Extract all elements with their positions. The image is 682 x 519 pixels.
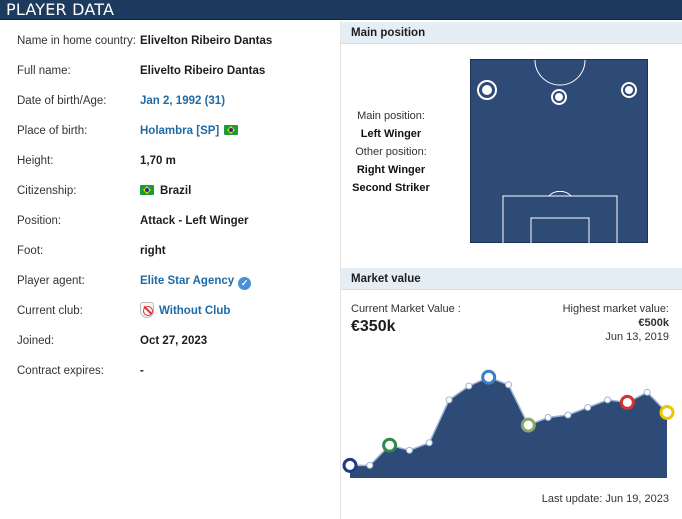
info-label: Joined: bbox=[17, 335, 55, 347]
info-value: Attack - Left Winger bbox=[140, 206, 249, 236]
info-label: Place of birth: bbox=[17, 125, 88, 137]
info-row: Height: 1,70 m bbox=[0, 146, 340, 176]
info-value: Elivelto Ribeiro Dantas bbox=[140, 56, 265, 86]
info-row: Player agent: Elite Star Agency ✓ bbox=[0, 266, 340, 296]
other-position-value: Right Winger bbox=[356, 164, 426, 176]
market-value-area bbox=[350, 377, 667, 478]
no-club-icon bbox=[140, 302, 154, 318]
info-row: Name in home country: Elivelton Ribeiro D… bbox=[0, 26, 340, 56]
club-crest-marker[interactable] bbox=[659, 404, 675, 420]
club-crest-marker[interactable] bbox=[481, 369, 497, 385]
other-position-label: Other position: bbox=[355, 146, 427, 158]
info-value-text: Brazil bbox=[160, 185, 192, 197]
main-position-heading: Main position bbox=[351, 27, 426, 39]
info-value-text[interactable]: Holambra [SP] bbox=[140, 125, 220, 137]
data-point[interactable] bbox=[604, 396, 612, 404]
info-row: Place of birth: Holambra [SP] bbox=[0, 116, 340, 146]
position-marker-right-winger bbox=[621, 82, 637, 98]
info-value-text: - bbox=[140, 365, 144, 377]
last-update: Last update: Jun 19, 2023 bbox=[541, 493, 669, 505]
position-marker-second-striker bbox=[551, 89, 567, 105]
info-label: Name in home country: bbox=[17, 35, 136, 47]
info-value: Elivelton Ribeiro Dantas bbox=[140, 26, 272, 56]
info-row: Current club: Without Club bbox=[0, 296, 340, 326]
data-point[interactable] bbox=[465, 382, 473, 390]
player-data-list: Name in home country: Elivelton Ribeiro D… bbox=[0, 21, 340, 519]
info-row: Joined: Oct 27, 2023 bbox=[0, 326, 340, 356]
info-label: Player agent: bbox=[17, 275, 85, 287]
highest-value-date: Jun 13, 2019 bbox=[605, 331, 669, 343]
info-row: Contract expires: - bbox=[0, 356, 340, 386]
info-value-text[interactable]: Without Club bbox=[159, 305, 231, 317]
data-point[interactable] bbox=[544, 414, 552, 422]
info-label: Foot: bbox=[17, 245, 44, 257]
info-value: right bbox=[140, 236, 166, 266]
club-crest-marker[interactable] bbox=[619, 394, 635, 410]
info-row: Position: Attack - Left Winger bbox=[0, 206, 340, 236]
data-point[interactable] bbox=[564, 411, 572, 419]
info-label: Contract expires: bbox=[17, 365, 104, 377]
club-crest-marker[interactable] bbox=[342, 457, 358, 473]
info-label: Position: bbox=[17, 215, 62, 227]
position-marker-left-winger bbox=[477, 80, 497, 100]
info-value: Brazil bbox=[140, 176, 191, 206]
data-point[interactable] bbox=[405, 446, 413, 454]
current-value: €350k bbox=[351, 318, 396, 335]
info-row: Foot: right bbox=[0, 236, 340, 266]
info-value: 1,70 m bbox=[140, 146, 176, 176]
main-position-value: Left Winger bbox=[360, 128, 422, 140]
data-point[interactable] bbox=[584, 403, 592, 411]
data-point[interactable] bbox=[425, 439, 433, 447]
section-header: PLAYER DATA bbox=[0, 0, 682, 20]
highest-value-label: Highest market value: bbox=[562, 303, 669, 315]
info-value[interactable]: Holambra [SP] bbox=[140, 116, 239, 146]
info-value-text: Attack - Left Winger bbox=[140, 215, 249, 227]
info-value-text: right bbox=[140, 245, 166, 257]
main-position-header: Main position bbox=[341, 22, 682, 44]
data-point[interactable] bbox=[643, 388, 651, 396]
info-value: - bbox=[140, 356, 144, 386]
data-point[interactable] bbox=[445, 396, 453, 404]
info-value-text[interactable]: Jan 2, 1992 (31) bbox=[140, 95, 226, 107]
position-text: Main position: Left Winger Other positio… bbox=[341, 107, 441, 197]
info-label: Citizenship: bbox=[17, 185, 77, 197]
brazil-flag-icon bbox=[140, 185, 154, 195]
info-label: Date of birth/Age: bbox=[17, 95, 107, 107]
data-point[interactable] bbox=[505, 381, 512, 389]
info-value-text: Oct 27, 2023 bbox=[140, 335, 208, 347]
info-row: Full name: Elivelto Ribeiro Dantas bbox=[0, 56, 340, 86]
info-row: Citizenship: Brazil bbox=[0, 176, 340, 206]
club-crest-marker[interactable] bbox=[520, 417, 536, 433]
market-value-heading: Market value bbox=[351, 273, 421, 285]
current-value-label: Current Market Value : bbox=[351, 303, 461, 315]
market-value-header: Market value bbox=[341, 268, 682, 290]
info-value[interactable]: Elite Star Agency ✓ bbox=[140, 266, 252, 296]
brazil-flag-icon bbox=[224, 125, 239, 135]
other-position-value: Second Striker bbox=[352, 182, 430, 194]
divider bbox=[340, 21, 341, 519]
info-value[interactable]: Without Club bbox=[140, 296, 230, 326]
verified-icon: ✓ bbox=[238, 277, 252, 290]
info-label: Height: bbox=[17, 155, 54, 167]
info-label: Full name: bbox=[17, 65, 71, 77]
club-crest-marker[interactable] bbox=[382, 437, 398, 453]
info-label: Current club: bbox=[17, 305, 83, 317]
info-value: Oct 27, 2023 bbox=[140, 326, 207, 356]
info-value-text: Elivelton Ribeiro Dantas bbox=[140, 35, 273, 47]
info-value-text: Elivelto Ribeiro Dantas bbox=[140, 65, 266, 77]
market-value-chart[interactable] bbox=[341, 350, 682, 485]
info-value-text[interactable]: Elite Star Agency bbox=[140, 275, 235, 287]
info-value[interactable]: Jan 2, 1992 (31) bbox=[140, 86, 225, 116]
data-point[interactable] bbox=[366, 461, 374, 469]
section-title: PLAYER DATA bbox=[6, 0, 115, 19]
highest-value: €500k bbox=[638, 317, 669, 329]
main-position-label: Main position: bbox=[357, 110, 425, 122]
info-value-text: 1,70 m bbox=[140, 155, 176, 167]
info-row: Date of birth/Age: Jan 2, 1992 (31) bbox=[0, 86, 340, 116]
position-pitch bbox=[470, 59, 648, 245]
